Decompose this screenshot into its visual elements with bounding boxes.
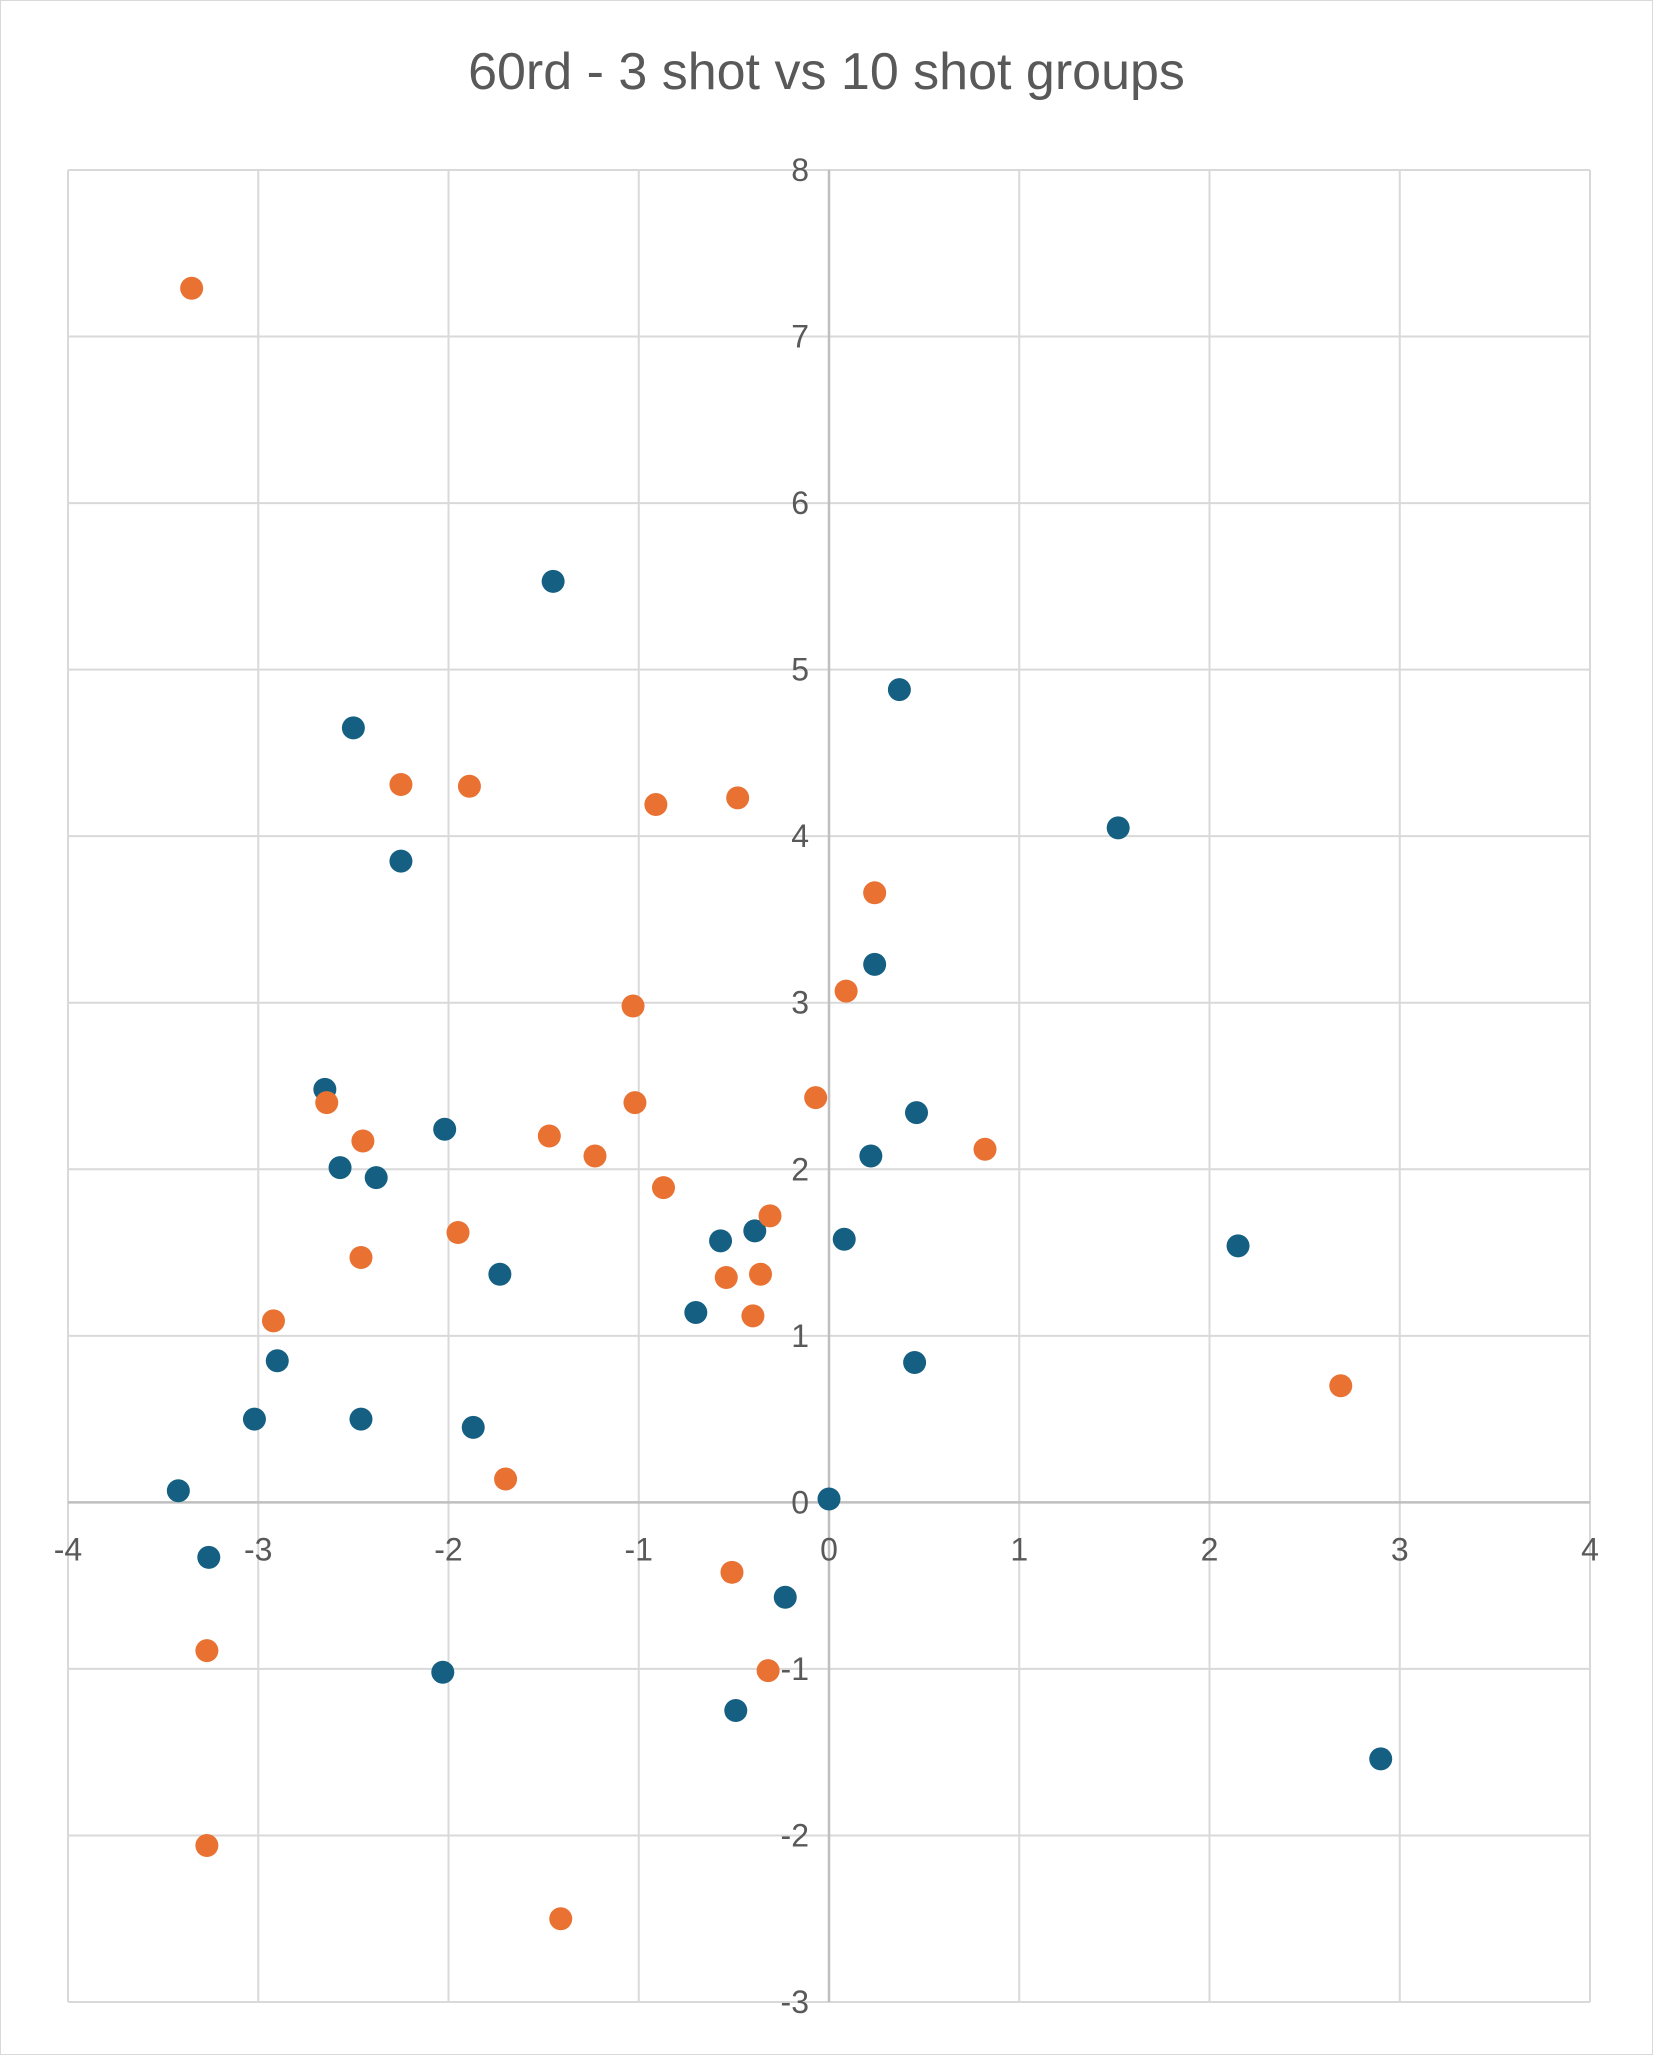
tick-labels: -4 -3 -2 -1 0 1 2 3 4 -3 -2 -1 0 1 2 3 4 5 6 7 8	[54, 152, 1599, 2020]
x-tick-label: 0	[820, 1531, 838, 1567]
series-2-point	[261, 1309, 285, 1333]
series-1-point	[863, 952, 887, 976]
series-1-point	[709, 1229, 733, 1253]
y-tick-label: 7	[791, 319, 809, 355]
series-1-point	[349, 1407, 373, 1431]
series-2-point	[749, 1262, 773, 1286]
y-tick-label: 5	[791, 652, 809, 688]
series-1-point	[431, 1660, 455, 1684]
chart-title: 60rd - 3 shot vs 10 shot groups	[468, 43, 1185, 101]
series-1-point	[197, 1545, 221, 1569]
series-2-point	[446, 1221, 470, 1245]
series-2-point	[195, 1639, 219, 1663]
series-1-point	[488, 1262, 512, 1286]
series-2-point	[726, 786, 750, 810]
x-tick-label: 1	[1010, 1531, 1028, 1567]
series-2-point	[195, 1833, 219, 1857]
series-1-point	[1226, 1234, 1250, 1258]
y-tick-label: 4	[791, 818, 809, 854]
series-1-point	[887, 678, 911, 702]
series-1-point	[903, 1350, 927, 1374]
series-1-point	[773, 1585, 797, 1609]
series-1-point	[817, 1487, 841, 1511]
series-1-point	[743, 1219, 767, 1243]
axes	[68, 170, 1590, 2002]
x-tick-label: 4	[1581, 1531, 1599, 1567]
y-tick-label: -3	[781, 1984, 809, 2020]
series-2-point	[863, 881, 887, 905]
series-1-point	[724, 1699, 748, 1723]
series-2-point	[180, 276, 204, 300]
series-2-point	[537, 1124, 561, 1148]
series-1-point	[389, 849, 413, 873]
series-1-point	[1106, 816, 1130, 840]
series-1-point	[328, 1156, 352, 1180]
y-tick-label: 8	[791, 152, 809, 188]
series-2-point	[389, 773, 413, 797]
series-2-point	[349, 1246, 373, 1270]
series-2-point	[621, 994, 645, 1018]
series-2-point	[741, 1304, 765, 1328]
series-1-point	[242, 1407, 266, 1431]
series-2-point	[623, 1091, 647, 1115]
series-1-point	[1369, 1747, 1393, 1771]
y-tick-label: 3	[791, 985, 809, 1021]
y-tick-label: 2	[791, 1151, 809, 1187]
series-1-point	[541, 569, 565, 593]
y-tick-label: -1	[781, 1651, 809, 1687]
series-1-point	[461, 1415, 485, 1439]
x-tick-label: -3	[244, 1531, 272, 1567]
x-tick-label: 3	[1391, 1531, 1409, 1567]
y-tick-label: 0	[791, 1484, 809, 1520]
data-points	[166, 276, 1393, 1931]
series-2-point	[1329, 1374, 1353, 1398]
series-2-point	[973, 1137, 997, 1161]
series-1-point	[364, 1166, 388, 1190]
series-1-point	[832, 1227, 856, 1251]
series-2-point	[804, 1086, 828, 1110]
series-2-point	[834, 979, 858, 1003]
y-tick-label: 1	[791, 1318, 809, 1354]
x-tick-label: -4	[54, 1531, 82, 1567]
series-2-point	[549, 1907, 573, 1931]
series-2-point	[457, 774, 481, 798]
y-tick-label: -2	[781, 1817, 809, 1853]
series-1-point	[859, 1144, 883, 1168]
series-2-point	[351, 1129, 375, 1153]
y-tick-label: 6	[791, 485, 809, 521]
series-2-point	[315, 1091, 339, 1115]
series-2-point	[756, 1659, 780, 1683]
series-1-point	[905, 1101, 929, 1125]
series-1-point	[166, 1479, 190, 1503]
series-2-point	[494, 1467, 518, 1491]
series-2-point	[758, 1204, 782, 1228]
series-2-point	[714, 1266, 738, 1290]
series-2-point	[720, 1560, 744, 1584]
x-tick-label: -2	[434, 1531, 462, 1567]
series-2-point	[583, 1144, 607, 1168]
x-tick-label: 2	[1201, 1531, 1219, 1567]
x-tick-label: -1	[625, 1531, 653, 1567]
series-2-point	[651, 1176, 675, 1200]
series-1-point	[265, 1349, 289, 1373]
series-2-point	[644, 793, 668, 817]
series-1-point	[341, 716, 365, 740]
series-1-point	[433, 1117, 457, 1141]
series-1-point	[684, 1301, 708, 1325]
